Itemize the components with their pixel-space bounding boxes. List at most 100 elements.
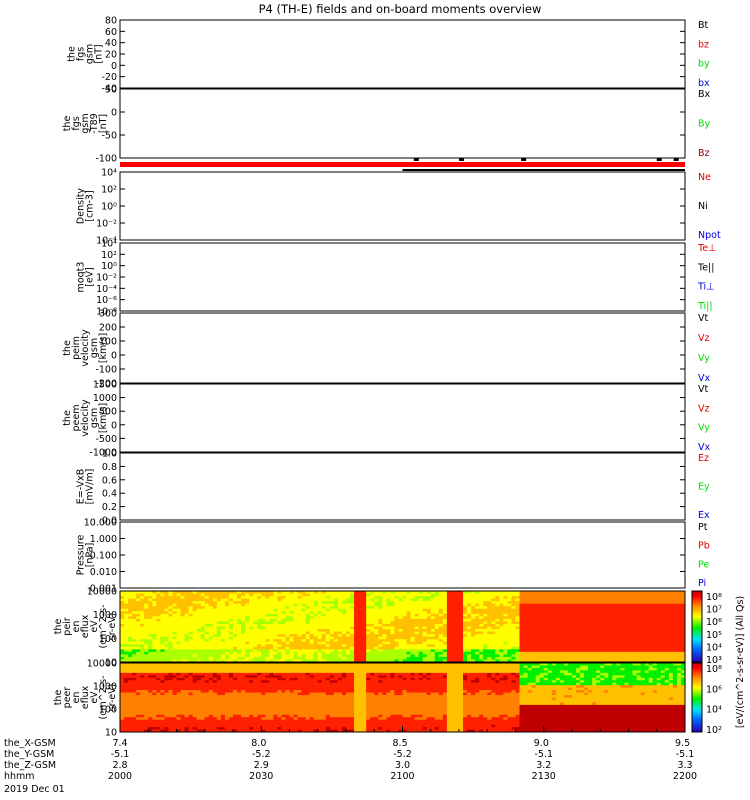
y-tick-label: 10² [101,185,117,196]
colorbar-gradient [691,662,703,733]
flag-mark [656,158,662,161]
x-tick-label: 9.0 [534,738,549,749]
panel-frame [119,88,686,159]
colorbar-tick: 10³ [706,655,722,666]
y-tick-label: 0 [111,108,117,119]
y-tick-label: 10⁻⁴ [96,284,117,295]
panel-8: Pressure[nPa] 10.000 1.000 0.100 0.010 0.001 P… [76,518,710,595]
y-tick-label: 1500 [93,380,117,391]
colorbar-tick: 10⁵ [706,630,722,641]
legend-pb: Pb [698,541,710,552]
legend-vx: Vx [698,442,710,453]
panel-3: Density[cm-3] 10⁴ 10² 10⁰ 10⁻² 10⁻⁴ Ne Ni Npot [76,168,721,247]
x-row-value: 2200 [673,771,697,782]
legend-vt: Vt [698,313,708,324]
x-axis: 8.0 8.5 9.0 9.5 the_X-GSM 7.4 the_Y-GSM -5.1 -5.… [4,726,697,795]
colorbar-label: [eV/(cm^2-s-sr-eV)] (All Qs) [735,596,746,728]
y-tick-label: 10⁴ [101,168,117,179]
y-tick-label: 0.6 [102,475,117,486]
legend-ni: Ni [698,201,708,212]
legend-te||: Te|| [697,262,714,273]
ylabel-line: velocity [80,399,91,437]
y-tick-label: 10² [101,250,117,261]
y-tick-label: 100 [99,634,117,645]
ylabel-line: eflux [80,685,91,709]
panel-frame [119,590,686,663]
ylabel-line: gsm [80,113,91,133]
legend-te⊥: Te⊥ [697,243,716,254]
y-tick-label: -200 [95,379,117,390]
x-row-label: hhmm [4,771,35,782]
y-tick-label: 20 [105,50,117,61]
ylabel-line: sr-eV) [107,684,118,712]
legend-vz: Vz [698,333,710,344]
ylabel-line: gsm [89,408,100,428]
ylabel-line: the [62,340,73,356]
y-tick-label: 0 [111,61,117,72]
y-tick-label: 300 [99,309,117,320]
ylabel-line: eflux [80,614,91,638]
legend-pe: Pe [698,559,709,570]
colorbar-tick: 10⁴ [706,705,722,716]
x-row-value: -5.1 [676,749,695,760]
x-tick-label: 8.5 [393,738,408,749]
panel-frame [119,452,686,521]
legend-ti⊥: Ti⊥ [697,282,714,293]
y-tick-label: 0.4 [102,489,117,500]
y-tick-label: 60 [105,27,117,38]
ylabel-line: peim [71,336,82,360]
ylabel-line: velocity [80,329,91,367]
y-tick-label: -100 [95,365,117,376]
x-row-value: -5.2 [252,749,271,760]
x-row-value: 2030 [249,771,273,782]
panel-4: moqt3[eV]10⁴10²10⁰10⁻²10⁻⁴10⁻⁶10⁻⁸Te⊥Te|… [76,239,716,318]
flag-mark [521,158,527,161]
panel-7: E=-VxB[mV/m] 1.0 0.8 0.6 0.4 0.2 0.0 Ez Ey Ex [76,449,711,527]
colorbar-tick: 10⁴ [706,642,722,653]
y-tick-label: 10⁻⁴ [96,236,117,247]
y-tick-label: 100 [99,705,117,716]
legend-by: by [698,59,710,70]
legend-ez: Ez [698,453,709,464]
legend-vy: Vy [698,423,710,434]
ylabel-line: [eV] [85,267,96,287]
x-row-value: 2130 [532,771,556,782]
ylabel-line: eV [89,620,100,633]
y-tick-label: 80 [105,16,117,27]
panel-frame [119,312,686,384]
ylabel-line: peir [62,617,73,636]
y-tick-label: -500 [95,434,117,445]
ylabel-line: gsm [85,44,96,64]
y-tick-label: 0.8 [102,462,117,473]
y-tick-label: -50 [101,131,117,142]
colorbar-2: 10⁸ 10⁶ 10⁴ 10² [691,662,722,736]
ylabel-line: eV [89,691,100,704]
ylabel-line: the [53,690,64,706]
y-tick-label: 200 [99,323,117,334]
ylabel-line: en [71,621,82,633]
x-row-value: 2.8 [112,760,127,771]
y-tick-label: 0.100 [90,551,117,562]
legend-bx: bx [698,78,710,89]
y-tick-label: 10⁴ [101,239,117,250]
y-tick-label: 0.001 [90,584,117,595]
y-tick-label: 1000 [93,610,117,621]
x-row-value: 2.9 [254,760,269,771]
x-row-value: 3.0 [395,760,410,771]
y-tick-label: -100 [95,154,117,165]
y-tick-label: 10000 [87,659,117,670]
y-tick-label: 10⁻⁶ [96,295,117,306]
x-row-value: 3.3 [677,760,692,771]
ylabel-line: [nT] [98,114,109,133]
ylabel-line: E=-VxB [76,469,87,504]
y-tick-label: 10 [105,728,117,739]
y-tick-label: -20 [101,72,117,83]
colorbar-tick: 10⁷ [706,605,722,616]
ylabel-line: [mV/m] [85,469,96,505]
ylabel-line: the [67,46,78,62]
x-row-label: the_Z-GSM [4,760,56,771]
y-tick-label: 100 [99,337,117,348]
